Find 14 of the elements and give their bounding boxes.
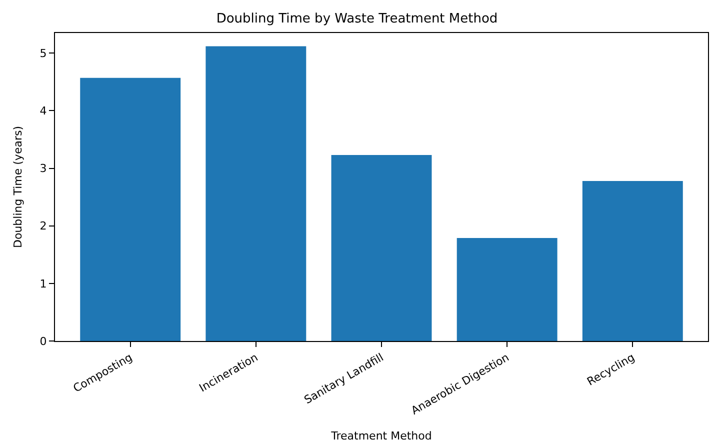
- bar: [206, 46, 306, 341]
- y-tick-label: 3: [40, 162, 47, 176]
- x-axis-title: Treatment Method: [330, 430, 432, 443]
- bar: [582, 180, 683, 341]
- y-tick-label: 1: [40, 277, 47, 290]
- chart-title: Doubling Time by Waste Treatment Method: [216, 11, 498, 26]
- bar: [80, 78, 181, 341]
- y-tick-label: 0: [40, 334, 47, 348]
- y-tick-label: 4: [40, 104, 47, 118]
- bar: [456, 238, 558, 341]
- y-axis-title: Doubling Time (years): [11, 126, 24, 248]
- y-tick-label: 2: [40, 220, 47, 233]
- bar: [331, 155, 432, 341]
- y-tick-label: 5: [40, 47, 47, 60]
